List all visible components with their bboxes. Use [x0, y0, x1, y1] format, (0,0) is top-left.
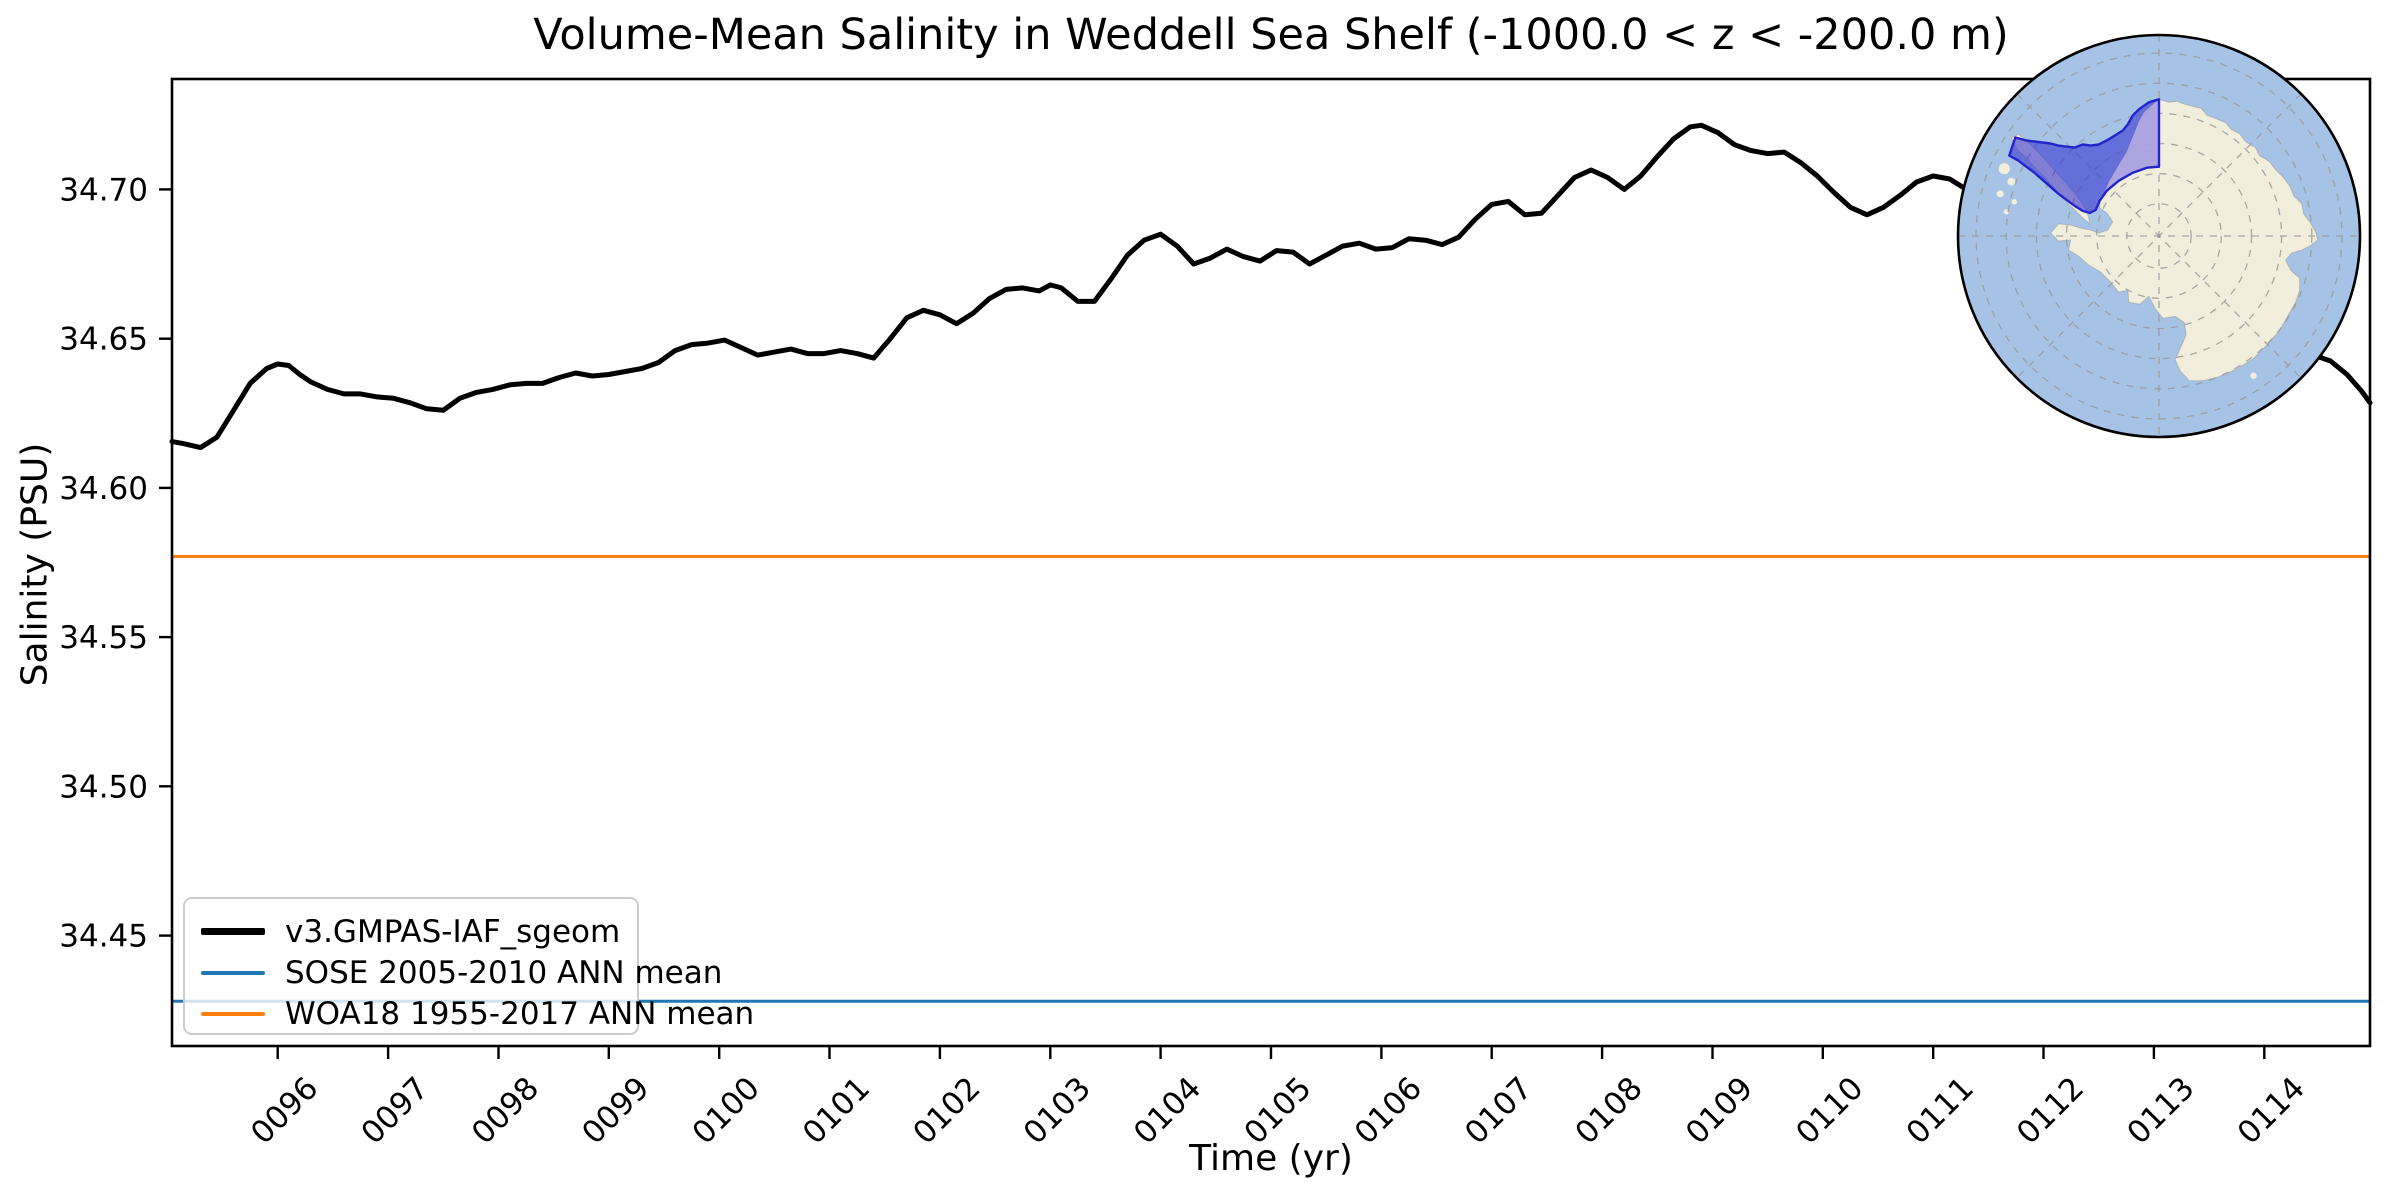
legend: v3.GMPAS-IAF_sgeom SOSE 2005-2010 ANN me… [183, 897, 754, 1035]
y-tick-label: 34.60 [59, 471, 148, 507]
y-tick-label: 34.50 [59, 769, 148, 805]
island [2250, 372, 2257, 379]
y-axis-label: Salinity (PSU) [14, 442, 56, 687]
legend-label: WOA18 1955-2017 ANN mean [285, 995, 755, 1032]
weddell-shelf-region-outline [2008, 98, 2161, 215]
island [2007, 177, 2016, 186]
legend-label: SOSE 2005-2010 ANN mean [285, 954, 723, 991]
legend-line-swatch [201, 1011, 265, 1016]
island [2011, 199, 2018, 205]
graticule-circle [2096, 173, 2222, 299]
graticule-meridian [2016, 93, 2302, 379]
legend-item: WOA18 1955-2017 ANN mean [201, 993, 754, 1034]
weddell-shelf-region [2009, 99, 2159, 213]
x-axis-label: Time (yr) [1189, 1138, 1353, 1179]
y-tick-label: 34.55 [59, 620, 148, 656]
y-tick-label: 34.45 [59, 919, 148, 955]
y-tick-label: 34.65 [59, 322, 148, 358]
y-tick-label: 34.70 [59, 172, 148, 208]
chart-title: Volume-Mean Salinity in Weddell Sea Shel… [533, 10, 2009, 60]
antarctica-inset-map [1956, 33, 2362, 439]
legend-item: SOSE 2005-2010 ANN mean [201, 952, 722, 993]
weddell-shelf-region-land-part [2099, 99, 2159, 201]
island [1996, 190, 2004, 198]
legend-line-swatch [201, 970, 265, 975]
inset-border [1956, 33, 2362, 439]
legend-item: v3.GMPAS-IAF_sgeom [201, 911, 637, 952]
island [1998, 163, 2010, 175]
legend-line-swatch [201, 928, 265, 935]
legend-label: v3.GMPAS-IAF_sgeom [285, 913, 621, 950]
island [2003, 209, 2009, 215]
